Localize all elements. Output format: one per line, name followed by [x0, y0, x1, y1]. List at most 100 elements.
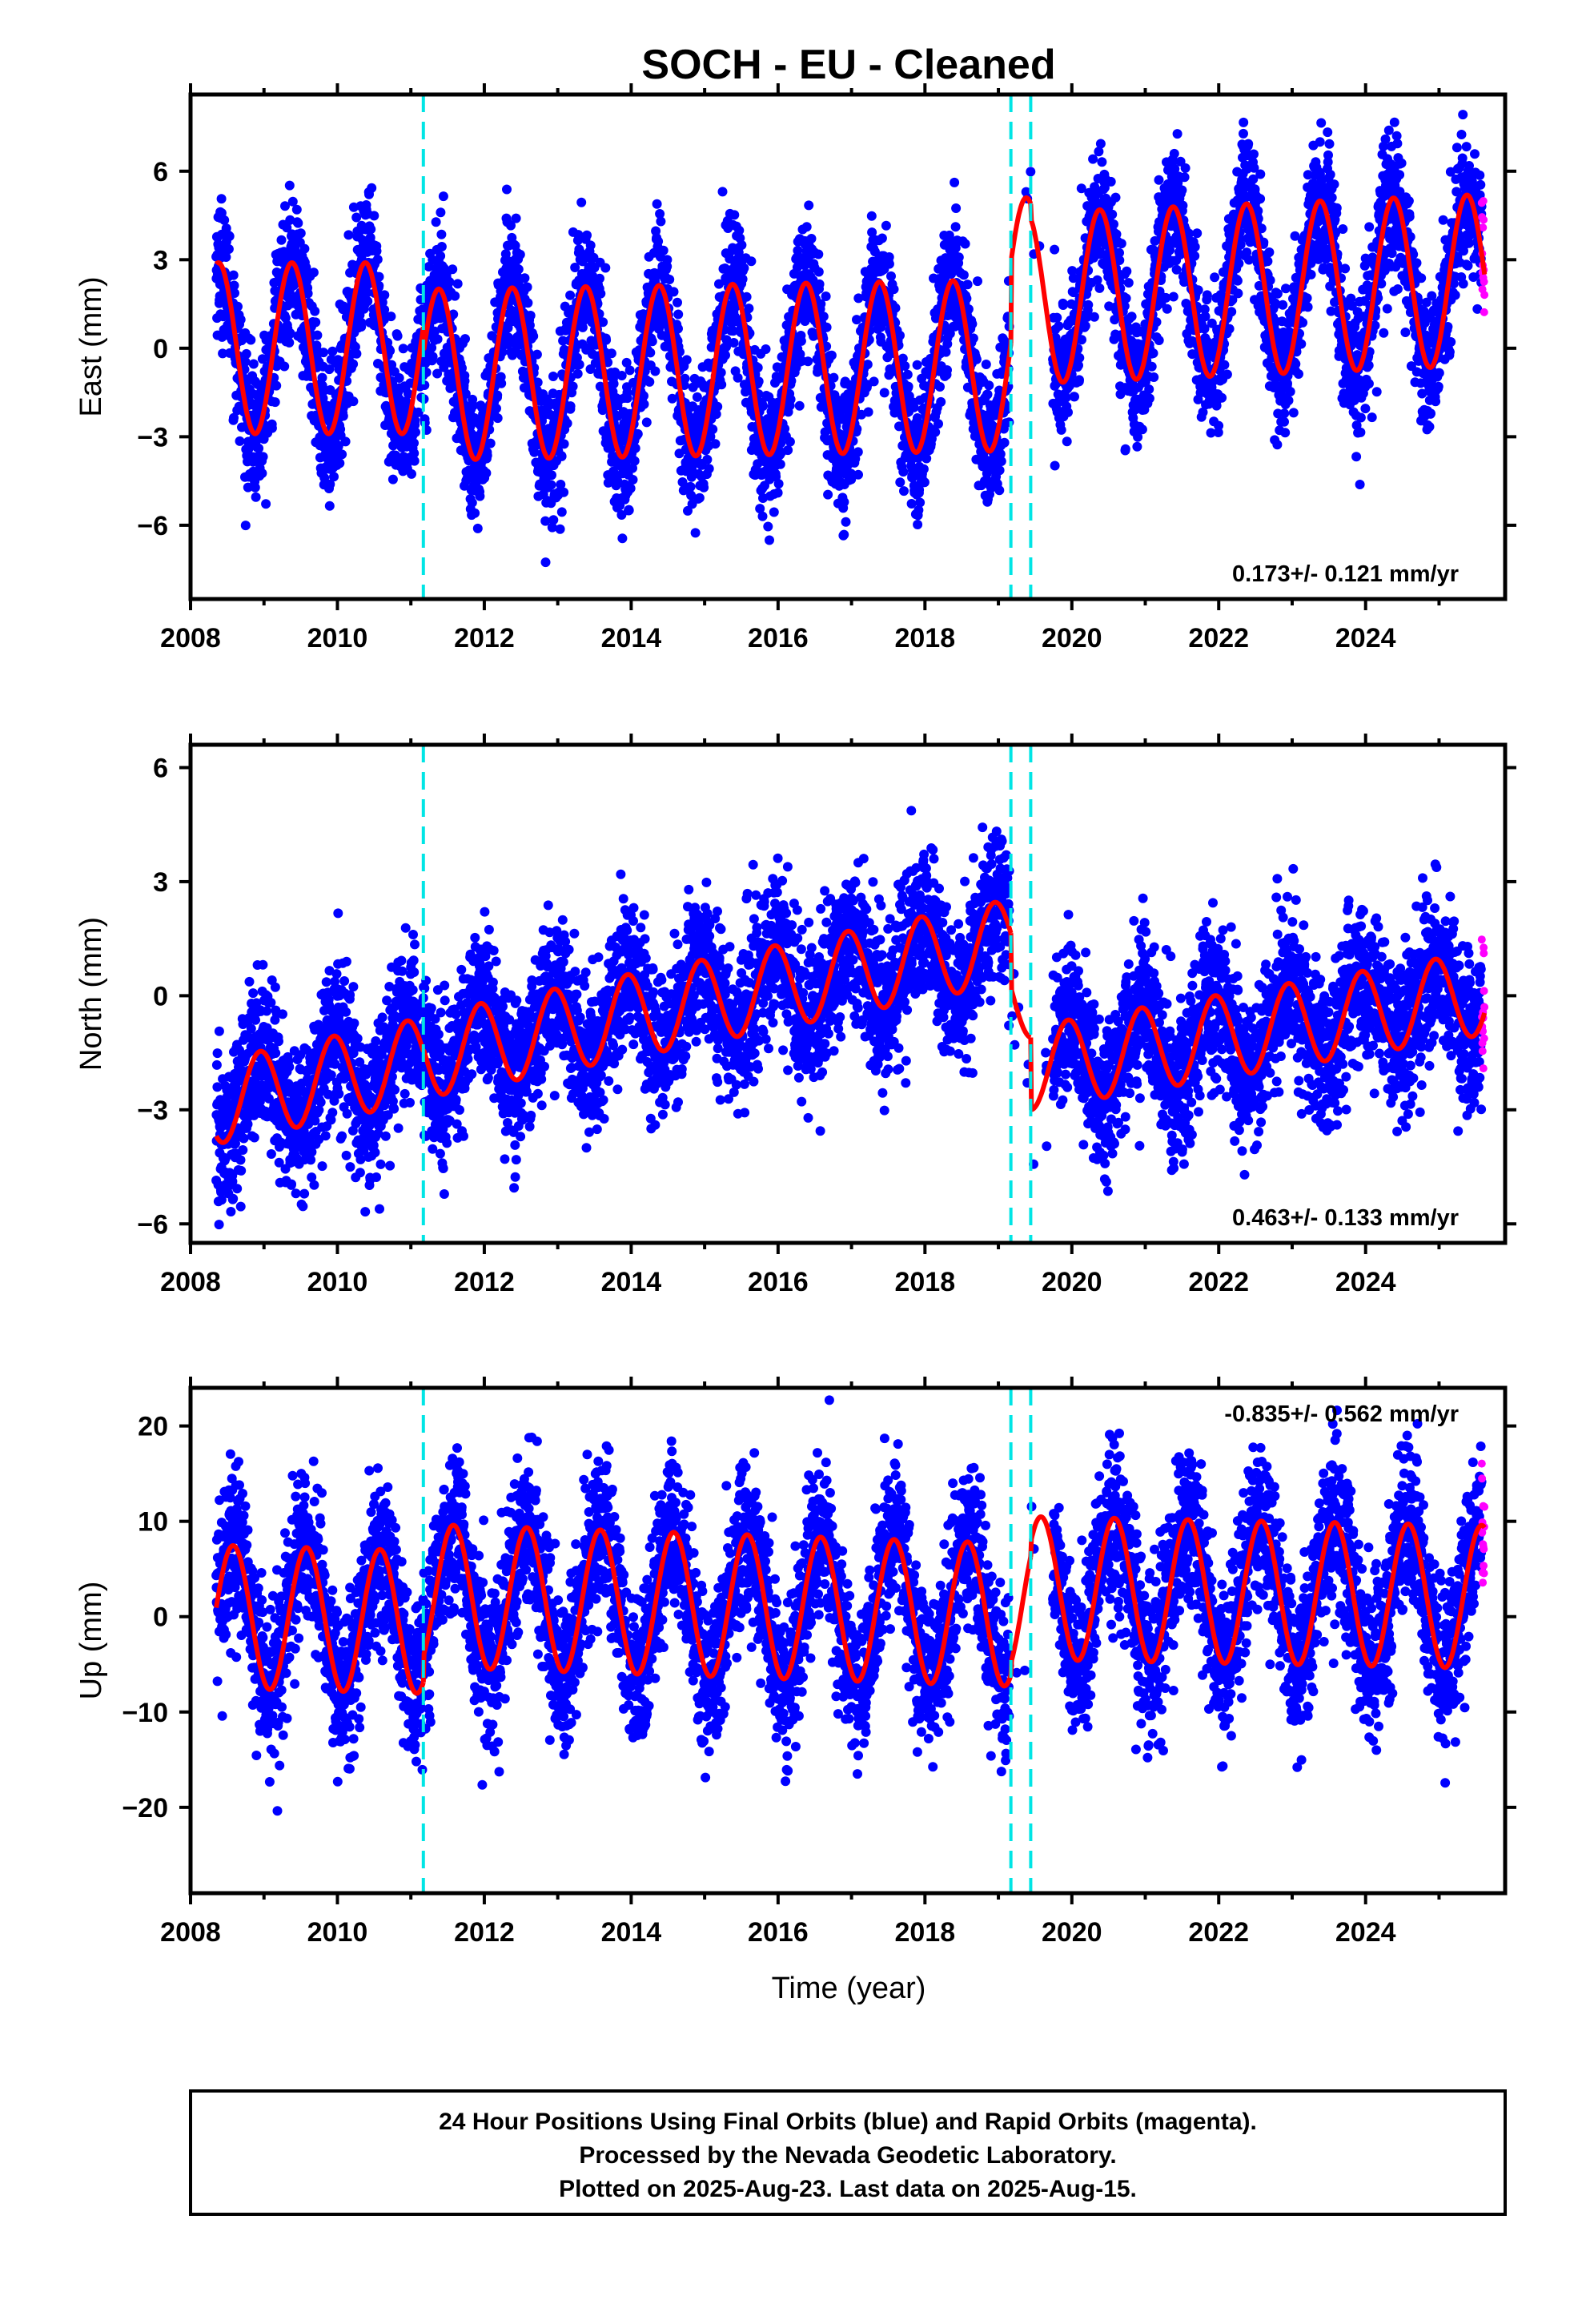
final-point: [721, 350, 730, 360]
final-point: [639, 391, 648, 401]
final-point: [515, 249, 525, 259]
final-point: [600, 263, 611, 273]
final-point: [301, 263, 311, 272]
final-point: [1120, 444, 1130, 454]
final-point: [371, 246, 382, 256]
final-point: [595, 273, 604, 283]
final-point: [528, 331, 539, 341]
final-point: [915, 497, 926, 508]
final-point: [1179, 172, 1190, 183]
final-point: [228, 270, 239, 280]
final-point: [241, 348, 251, 359]
final-point: [1214, 420, 1224, 431]
final-point: [271, 380, 282, 391]
final-point: [918, 464, 929, 474]
final-point: [935, 382, 945, 392]
final-point: [284, 337, 295, 348]
final-point: [606, 348, 616, 359]
final-point: [853, 447, 863, 457]
final-point: [763, 521, 773, 532]
final-point: [460, 376, 470, 386]
final-point: [475, 491, 485, 501]
final-point: [362, 287, 372, 298]
final-point: [1077, 335, 1086, 345]
final-point: [348, 396, 359, 407]
final-point: [1121, 293, 1131, 304]
final-point: [673, 309, 684, 320]
final-point: [702, 454, 713, 464]
final-point: [936, 396, 946, 407]
final-point: [240, 356, 251, 367]
final-point: [981, 360, 991, 369]
final-point: [665, 275, 675, 284]
final-point: [973, 276, 982, 287]
final-point: [863, 407, 873, 417]
final-point: [1107, 209, 1118, 219]
final-point: [681, 355, 692, 365]
final-point: [279, 361, 290, 372]
final-point: [1144, 384, 1154, 395]
final-point: [879, 388, 889, 398]
final-point: [950, 177, 960, 187]
final-point: [690, 528, 701, 538]
final-point: [436, 207, 446, 218]
final-point: [814, 279, 825, 289]
final-point: [1026, 167, 1036, 177]
final-point: [392, 331, 403, 341]
final-point: [596, 288, 606, 299]
final-point: [729, 338, 739, 348]
final-point: [713, 401, 723, 412]
final-point: [525, 311, 536, 320]
final-point: [324, 364, 335, 375]
final-point: [900, 361, 910, 371]
final-point: [1193, 285, 1203, 296]
final-point: [379, 304, 390, 315]
final-point: [1234, 259, 1244, 268]
final-point: [407, 468, 416, 479]
final-point: [492, 390, 503, 400]
final-point: [1202, 290, 1212, 300]
final-point: [741, 292, 752, 302]
final-point: [999, 437, 1010, 448]
final-point: [276, 235, 287, 245]
final-point: [562, 418, 572, 428]
final-point: [287, 196, 298, 207]
final-point: [806, 234, 817, 243]
final-point: [248, 359, 259, 369]
final-point: [658, 245, 669, 255]
final-point: [853, 469, 863, 480]
final-point: [954, 252, 964, 263]
final-point: [411, 427, 420, 437]
final-point: [413, 407, 424, 417]
final-point: [394, 373, 404, 383]
final-point: [457, 363, 467, 373]
final-point: [1050, 244, 1060, 255]
final-point: [532, 349, 542, 360]
final-point: [285, 328, 295, 339]
final-point: [379, 290, 390, 300]
final-point: [436, 242, 447, 251]
final-point: [351, 212, 362, 223]
final-point: [254, 443, 264, 453]
final-point: [243, 482, 253, 493]
final-point: [912, 360, 922, 370]
final-point: [1162, 304, 1172, 314]
final-point: [680, 373, 690, 384]
final-point: [783, 445, 793, 456]
final-point: [902, 369, 913, 380]
final-point: [1222, 369, 1232, 380]
final-point: [1217, 392, 1227, 403]
final-point: [1095, 139, 1106, 149]
final-point: [757, 511, 768, 521]
final-point: [343, 230, 354, 240]
final-point: [616, 371, 627, 380]
final-point: [295, 228, 306, 239]
final-point: [881, 220, 891, 231]
final-point: [556, 507, 567, 517]
final-point: [251, 492, 261, 502]
final-point: [337, 449, 347, 460]
final-point: [319, 472, 330, 483]
final-point: [813, 267, 824, 277]
final-point: [311, 317, 321, 328]
final-point: [899, 486, 909, 497]
